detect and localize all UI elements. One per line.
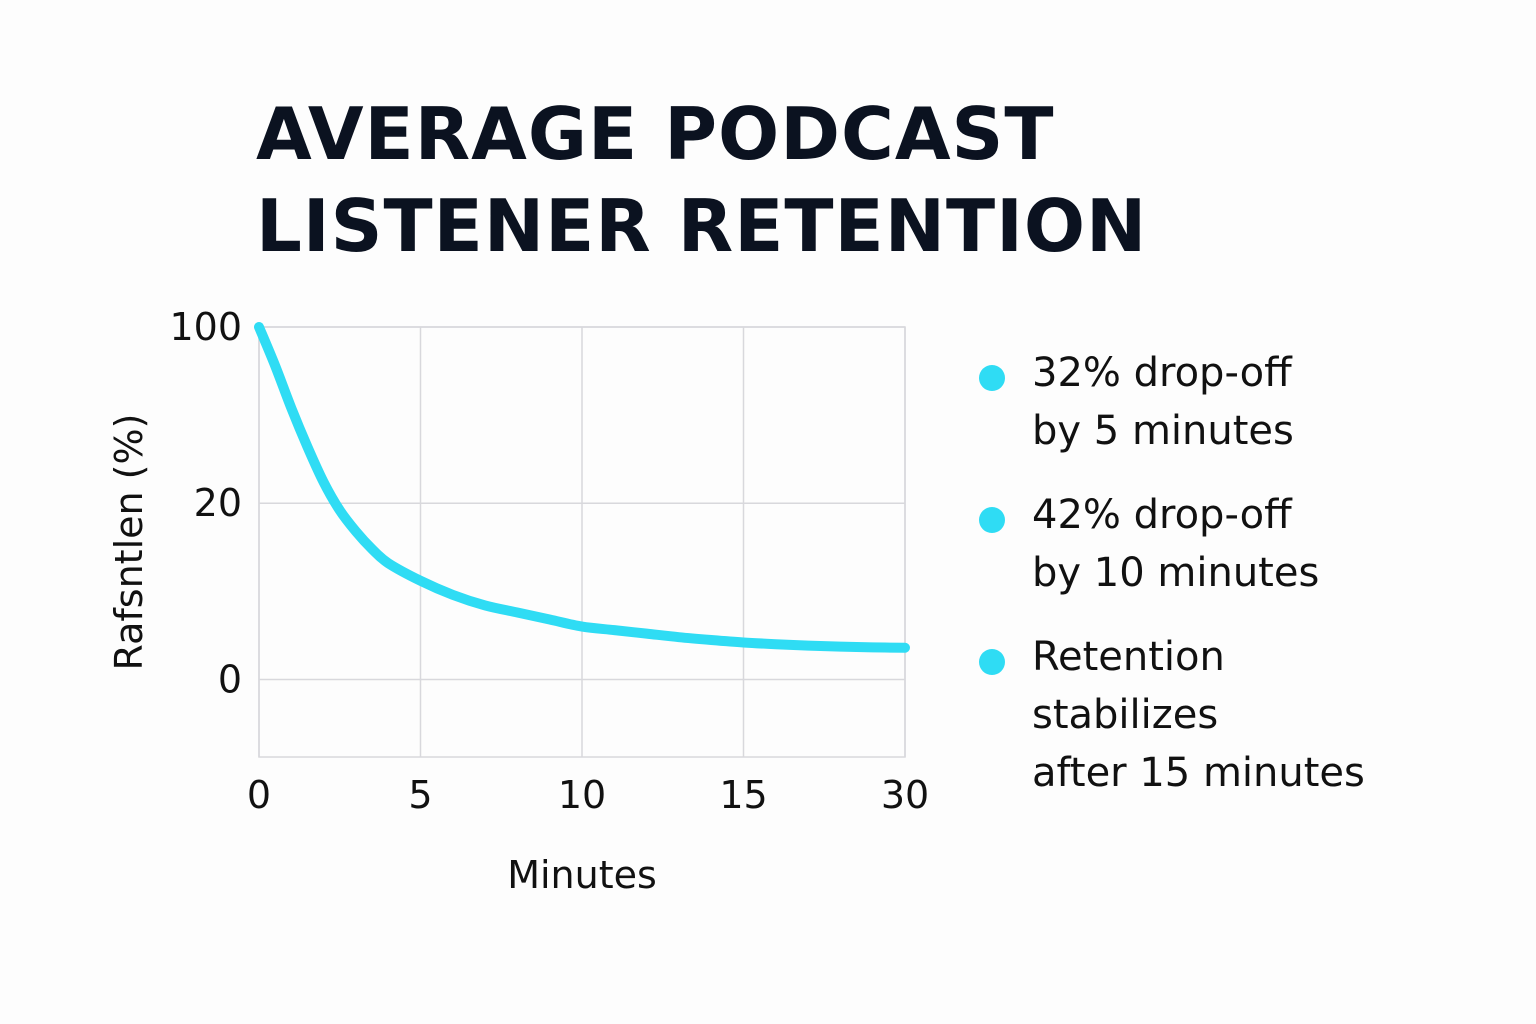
retention-line-chart: 0 5 10 15 30 100 20 0 Minutes Rafsntlen (%) bbox=[107, 305, 929, 897]
chart-title: AVERAGE PODCAST LISTENER RETENTION bbox=[256, 88, 1156, 272]
chart-title-line-2: LISTENER RETENTION bbox=[256, 184, 1148, 268]
y-tick-label: 100 bbox=[169, 305, 242, 349]
chart-series bbox=[254, 322, 910, 653]
y-axis-ticks: 100 20 0 bbox=[169, 305, 242, 701]
legend-item: Retention stabilizes after 15 minutes bbox=[976, 628, 1516, 802]
x-axis-label: Minutes bbox=[507, 853, 657, 897]
x-tick-label: 15 bbox=[719, 773, 767, 817]
y-tick-label: 20 bbox=[194, 481, 242, 525]
legend-label: 32% drop-off by 5 minutes bbox=[1032, 350, 1294, 454]
chart-grid bbox=[258, 326, 906, 758]
legend-dot-icon bbox=[979, 365, 1005, 391]
legend-label: Retention stabilizes after 15 minutes bbox=[1032, 634, 1365, 796]
y-tick-label: 0 bbox=[218, 657, 242, 701]
legend-dot-icon bbox=[979, 649, 1005, 675]
legend: 32% drop-off by 5 minutes 42% drop-off b… bbox=[976, 344, 1516, 828]
retention-series-line bbox=[254, 322, 910, 653]
x-tick-label: 0 bbox=[247, 773, 271, 817]
chart-title-line-1: AVERAGE PODCAST bbox=[256, 92, 1055, 176]
x-tick-label: 30 bbox=[881, 773, 929, 817]
y-axis-label: Rafsntlen (%) bbox=[107, 414, 151, 671]
legend-item: 42% drop-off by 10 minutes bbox=[976, 486, 1516, 602]
legend-label: 42% drop-off by 10 minutes bbox=[1032, 492, 1320, 596]
x-tick-label: 10 bbox=[558, 773, 606, 817]
legend-item: 32% drop-off by 5 minutes bbox=[976, 344, 1516, 460]
x-axis-ticks: 0 5 10 15 30 bbox=[247, 773, 929, 817]
legend-dot-icon bbox=[979, 507, 1005, 533]
x-tick-label: 5 bbox=[408, 773, 432, 817]
